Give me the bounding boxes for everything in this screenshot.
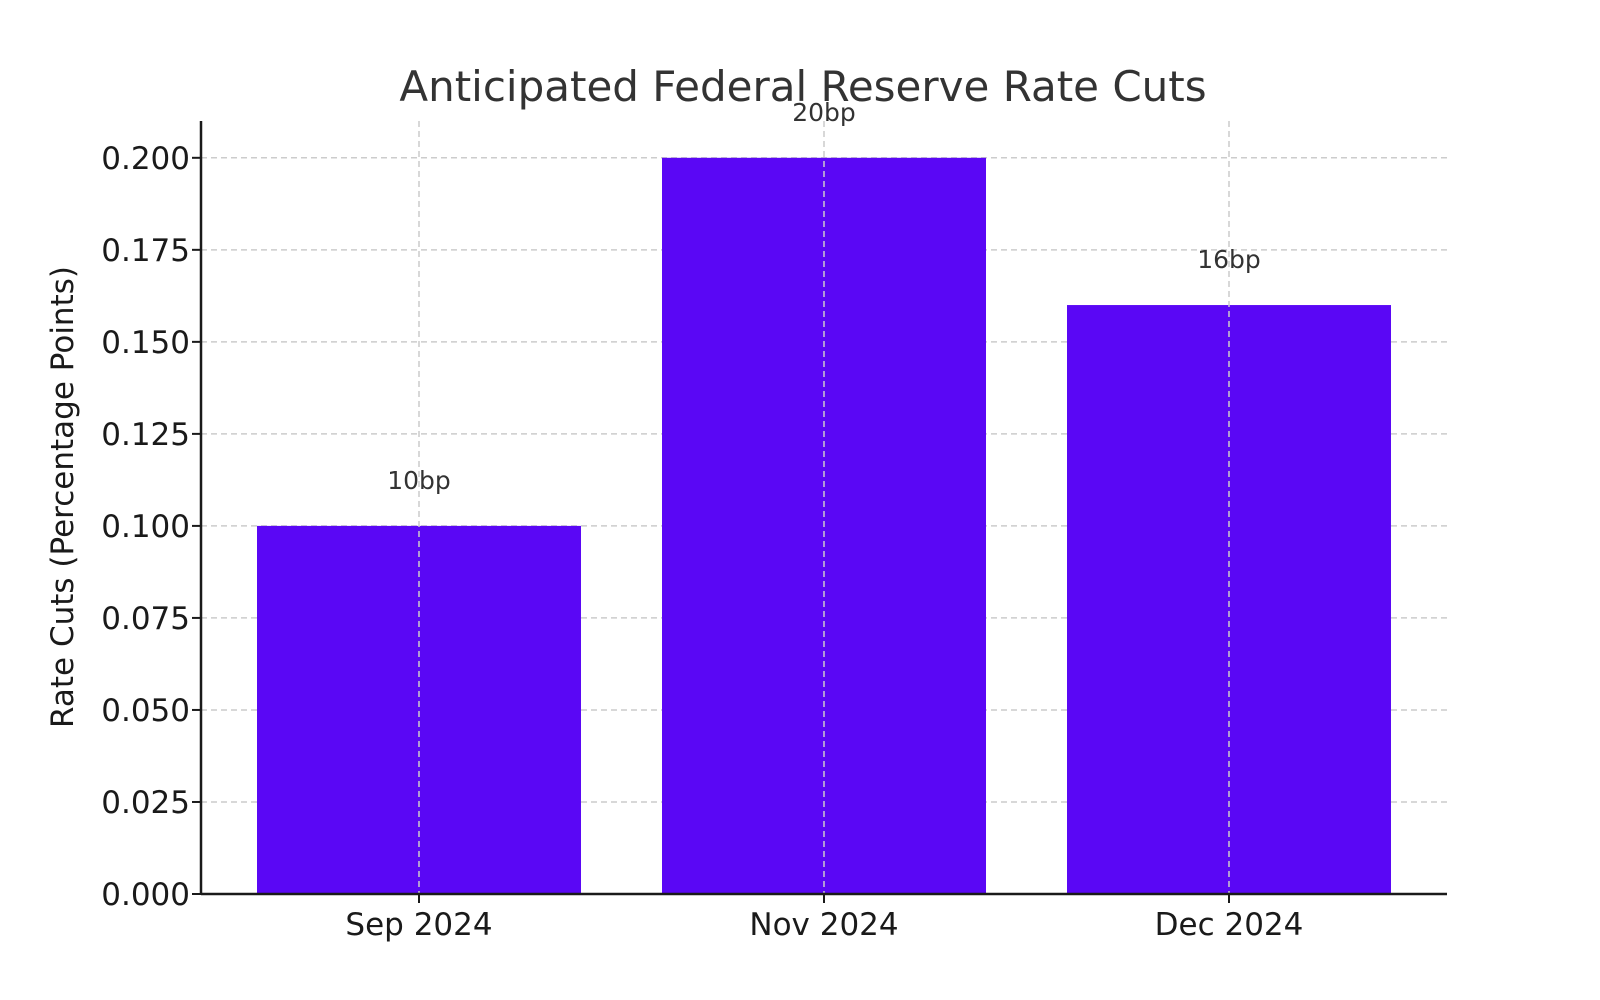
y-tick-label: 0.200 xyxy=(101,141,190,177)
y-tick-label: 0.075 xyxy=(101,601,190,637)
vertical-grid xyxy=(418,121,1230,894)
y-tick-label: 0.125 xyxy=(101,417,190,453)
chart-title: Anticipated Federal Reserve Rate Cuts xyxy=(399,62,1206,111)
bar-value-labels: 10bp 20bp 16bp xyxy=(387,98,1261,495)
bar-value-label: 10bp xyxy=(387,466,451,495)
x-tick-label: Dec 2024 xyxy=(1155,907,1304,943)
y-tick-label: 0.000 xyxy=(101,877,190,913)
x-tick-label: Sep 2024 xyxy=(345,907,492,943)
y-tick-label: 0.150 xyxy=(101,325,190,361)
y-tick-label: 0.175 xyxy=(101,233,190,269)
y-tick-label: 0.025 xyxy=(101,785,190,821)
bar-value-label: 16bp xyxy=(1197,245,1261,274)
x-tick-label: Nov 2024 xyxy=(749,907,898,943)
y-axis-label: Rate Cuts (Percentage Points) xyxy=(45,266,81,728)
bar-value-label: 20bp xyxy=(792,98,856,127)
y-tick-label: 0.050 xyxy=(101,693,190,729)
ticks: 0.000 0.025 0.050 0.075 0.100 0.125 0.150 0.175… xyxy=(101,141,1303,943)
y-tick-label: 0.100 xyxy=(101,509,190,545)
